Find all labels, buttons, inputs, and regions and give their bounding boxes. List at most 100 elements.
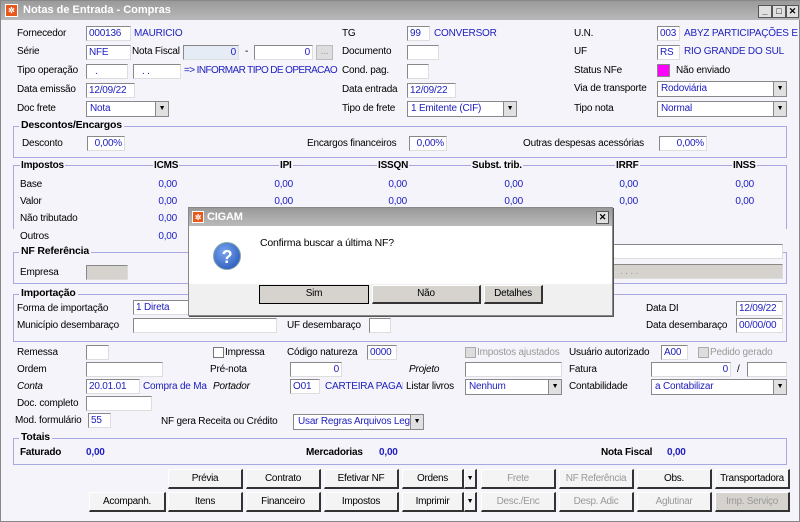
valor-issqn: 0,00	[388, 196, 407, 207]
contrato-button[interactable]: Contrato	[246, 469, 321, 489]
detalhes-button[interactable]: Detalhes	[484, 285, 543, 304]
pedido-gerado-checkbox[interactable]	[698, 347, 709, 358]
itens-button[interactable]: Itens	[168, 492, 243, 512]
imprimir-button[interactable]: Imprimir	[402, 492, 464, 512]
projeto-input[interactable]	[465, 362, 562, 377]
mod-formulario-input[interactable]: 55	[88, 413, 111, 428]
desconto-input[interactable]: 0,00%	[87, 136, 125, 151]
nf-gera-label: NF gera Receita ou Crédito	[161, 416, 278, 427]
chevron-down-icon[interactable]: ▼	[155, 102, 168, 116]
base-inss: 0,00	[735, 179, 754, 190]
nota-fiscal-lookup-button[interactable]: ...	[316, 45, 333, 60]
remessa-label: Remessa	[17, 347, 58, 358]
tipo-nota-label: Tipo nota	[574, 103, 614, 114]
chevron-down-icon[interactable]: ▼	[773, 380, 786, 394]
remessa-input[interactable]	[86, 345, 109, 360]
encargos-label: Encargos financeiros	[307, 138, 397, 149]
nf-referencia-button[interactable]: NF Referência	[559, 469, 634, 489]
minimize-icon[interactable]: _	[758, 5, 772, 18]
tipo-operacao-input-1[interactable]: .	[86, 64, 128, 79]
data-di-input[interactable]: 12/09/22	[736, 301, 783, 316]
data-desembaraco-input[interactable]: 00/00/00	[736, 318, 783, 333]
municipio-input[interactable]	[133, 318, 277, 333]
close-icon[interactable]: ✕	[786, 5, 799, 18]
nota-fiscal-input-2[interactable]: 0	[254, 45, 313, 60]
outras-despesas-input[interactable]: 0,00%	[659, 136, 707, 151]
usuario-autorizado-input[interactable]: A00	[661, 345, 688, 360]
projeto-label: Projeto	[409, 364, 440, 375]
tipo-nota-select[interactable]: Normal ▼	[657, 101, 787, 117]
uf-code-input[interactable]: RS	[657, 45, 680, 60]
ordens-button[interactable]: Ordens	[402, 469, 464, 489]
faturado-label: Faturado	[20, 447, 62, 458]
codigo-natureza-input[interactable]: 0000	[367, 345, 397, 360]
listar-livros-select[interactable]: Nenhum ▼	[465, 379, 562, 395]
uf-name: RIO GRANDE DO SUL	[684, 46, 784, 57]
chevron-down-icon[interactable]: ▼	[773, 82, 786, 96]
tg-code-input[interactable]: 99	[407, 26, 430, 41]
frete-button[interactable]: Frete	[481, 469, 556, 489]
nao-button[interactable]: Não	[372, 285, 481, 304]
chevron-down-icon[interactable]: ▼	[410, 415, 423, 429]
desc-enc-button[interactable]: Desc./Enc	[481, 492, 556, 512]
fatura-separator: /	[737, 364, 740, 375]
close-icon[interactable]: ✕	[596, 211, 609, 224]
portador-input[interactable]: O01	[290, 379, 320, 394]
cond-pag-label: Cond. pag.	[342, 65, 389, 76]
nf-gera-select[interactable]: Usar Regras Arquivos Legais ▼	[293, 414, 424, 430]
documento-input[interactable]	[407, 45, 439, 60]
chevron-down-icon[interactable]: ▼	[773, 102, 786, 116]
doc-frete-select[interactable]: Nota ▼	[86, 101, 169, 117]
impostos-ajustados-checkbox[interactable]	[465, 347, 476, 358]
ordem-input[interactable]	[86, 362, 163, 377]
data-emissao-input[interactable]: 12/09/22	[86, 83, 135, 98]
pre-nota-input[interactable]: 0	[290, 362, 342, 377]
uf-desembaraco-label: UF desembaraço	[287, 320, 361, 331]
maximize-icon[interactable]: □	[772, 5, 786, 18]
ordens-dropdown-icon[interactable]: ▼	[464, 469, 477, 489]
dialog-title: CIGAM	[207, 211, 243, 223]
conta-input[interactable]: 20.01.01	[86, 379, 140, 394]
sim-button[interactable]: Sim	[259, 285, 369, 304]
transportadora-button[interactable]: Transportadora	[715, 469, 790, 489]
outros-icms: 0,00	[158, 231, 177, 242]
chevron-down-icon[interactable]: ▼	[503, 102, 516, 116]
desp-adic-button[interactable]: Desp. Adic	[559, 492, 634, 512]
impostos-button[interactable]: Impostos	[324, 492, 399, 512]
financeiro-button[interactable]: Financeiro	[246, 492, 321, 512]
un-code-input[interactable]: 003	[657, 26, 680, 41]
mercadorias-value: 0,00	[379, 447, 398, 458]
serie-input[interactable]: NFE	[86, 45, 131, 60]
imprimir-dropdown-icon[interactable]: ▼	[464, 492, 477, 512]
obs-button[interactable]: Obs.	[637, 469, 712, 489]
fatura-input-2[interactable]	[747, 362, 787, 377]
cond-pag-input[interactable]	[407, 64, 429, 79]
efetivar-nf-button[interactable]: Efetivar NF	[324, 469, 399, 489]
data-entrada-input[interactable]: 12/09/22	[407, 83, 456, 98]
col-ipi: IPI	[279, 160, 293, 171]
contabilidade-select[interactable]: a Contabilizar ▼	[651, 379, 787, 395]
tipo-frete-select[interactable]: 1 Emitente (CIF) ▼	[407, 101, 517, 117]
fatura-input[interactable]: 0	[651, 362, 731, 377]
fornecedor-code-input[interactable]: 000136	[86, 26, 131, 41]
previa-button[interactable]: Prévia	[168, 469, 243, 489]
chevron-down-icon[interactable]: ▼	[548, 380, 561, 394]
encargos-input[interactable]: 0,00%	[409, 136, 447, 151]
via-transporte-select[interactable]: Rodoviária ▼	[657, 81, 787, 97]
imp-servico-button[interactable]: Imp. Serviço	[715, 492, 790, 512]
mercadorias-label: Mercadorias	[306, 447, 363, 458]
base-ipi: 0,00	[274, 179, 293, 190]
nota-fiscal-input[interactable]: 0	[183, 45, 239, 60]
aglutinar-button[interactable]: Aglutinar	[637, 492, 712, 512]
base-subst: 0,00	[504, 179, 523, 190]
doc-completo-input[interactable]	[86, 396, 152, 411]
tipo-operacao-label: Tipo operação	[17, 65, 78, 76]
uf-desembaraco-input[interactable]	[369, 318, 391, 333]
status-nfe-indicator	[657, 64, 670, 77]
nf-referencia-input[interactable]	[613, 244, 783, 259]
forma-importacao-label: Forma de importação	[17, 303, 109, 314]
empresa-input[interactable]	[86, 265, 128, 280]
impressa-checkbox[interactable]	[213, 347, 224, 358]
acompanh-button[interactable]: Acompanh.	[89, 492, 166, 512]
tipo-operacao-input-2[interactable]: . .	[133, 64, 181, 79]
